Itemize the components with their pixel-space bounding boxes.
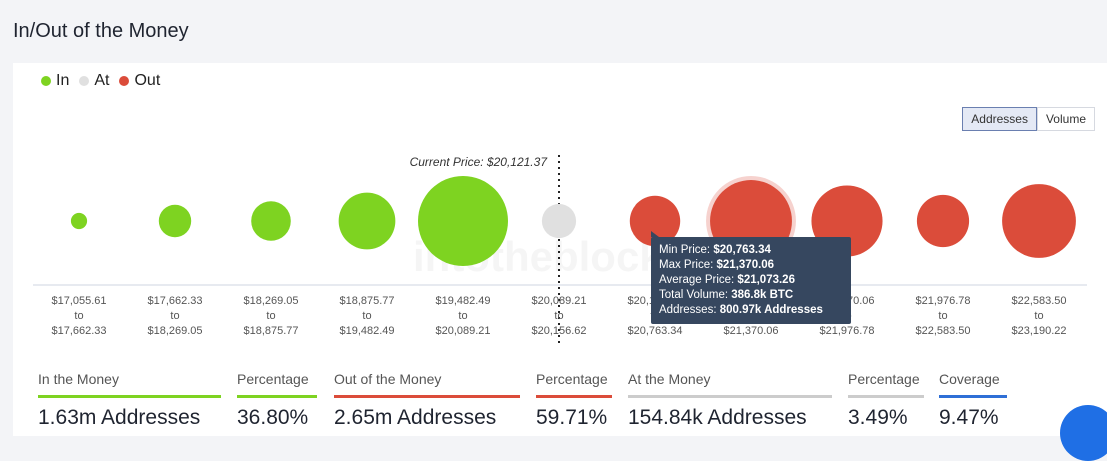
legend-at-label: At	[94, 72, 110, 89]
price-range-label: $17,055.61	[51, 295, 106, 307]
price-range-label: $20,156.62	[531, 325, 586, 337]
price-range-label: $19,482.49	[339, 325, 394, 337]
legend-item-at[interactable]: At	[79, 72, 109, 90]
legend-item-out[interactable]: Out	[119, 72, 160, 90]
chart-card: In At Out Addresses Volume intotheblock …	[13, 63, 1107, 436]
bubble-in[interactable]	[338, 192, 396, 250]
stat-in-the-money: In the Money 1.63m Addresses	[38, 371, 221, 430]
price-range-label: $18,875.77	[243, 325, 298, 337]
price-range-label: $19,482.49	[435, 295, 490, 307]
bubble-tooltip: Min Price: $20,763.34 Max Price: $21,370…	[651, 231, 851, 324]
stat-value: 1.63m Addresses	[38, 406, 201, 429]
stat-value: 2.65m Addresses	[334, 406, 497, 429]
tooltip-volume: Total Volume: 386.8k BTC	[659, 289, 794, 301]
legend-in-dot	[41, 76, 51, 86]
chat-support-button[interactable]	[1060, 405, 1107, 461]
addresses-toggle-button[interactable]: Addresses	[962, 107, 1037, 131]
stat-out-of-the-money: Out of the Money 2.65m Addresses	[334, 371, 520, 430]
stat-value: 59.71%	[536, 406, 608, 429]
price-range-label: $20,089.21	[531, 295, 586, 307]
stat-label: Percentage	[848, 371, 924, 398]
bubble-in[interactable]	[418, 176, 508, 266]
price-range-label: $17,662.33	[147, 295, 202, 307]
page-title: In/Out of the Money	[13, 20, 189, 42]
tooltip-max-price: Max Price: $21,370.06	[659, 259, 775, 271]
bubble-at[interactable]	[541, 203, 577, 239]
bubble-in[interactable]	[158, 204, 192, 238]
price-range-separator: to	[938, 310, 947, 322]
volume-toggle-button[interactable]: Volume	[1036, 107, 1095, 131]
stat-in-percentage: Percentage 36.80%	[237, 371, 317, 430]
legend-at-dot	[79, 76, 90, 86]
price-range-label: $21,370.06	[723, 325, 778, 337]
stat-coverage: Coverage 9.47%	[939, 371, 1007, 430]
price-range-label: $18,269.05	[147, 325, 202, 337]
price-range-label: $21,976.78	[915, 295, 970, 307]
stat-value: 36.80%	[237, 406, 309, 429]
price-range-label: $20,763.34	[627, 325, 682, 337]
bubble-group: $17,055.61 to $17,662.33 $17,662.33 to $18,26…	[51, 176, 1076, 337]
stat-at-the-money: At the Money 154.84k Addresses	[628, 371, 832, 430]
price-range-separator: to	[362, 310, 371, 322]
stat-label: In the Money	[38, 371, 221, 398]
price-range-label: $22,583.50	[915, 325, 970, 337]
stat-label: At the Money	[628, 371, 832, 398]
legend-in-label: In	[56, 72, 70, 89]
tooltip-avg-price: Average Price: $21,073.26	[659, 274, 795, 286]
bubble-in[interactable]	[251, 201, 291, 241]
legend-out-dot	[119, 76, 130, 86]
tooltip-addresses: Addresses: 800.97k Addresses	[659, 304, 823, 316]
price-range-separator: to	[1034, 310, 1043, 322]
legend-item-in[interactable]: In	[41, 72, 69, 90]
price-range-label: $17,662.33	[51, 325, 106, 337]
tooltip-arrow	[651, 231, 659, 237]
stat-value: 3.49%	[848, 406, 908, 429]
stat-value: 9.47%	[939, 406, 999, 429]
price-range-label: $18,875.77	[339, 295, 394, 307]
stat-label: Percentage	[237, 371, 317, 398]
legend: In At Out	[41, 72, 160, 90]
stat-out-percentage: Percentage 59.71%	[536, 371, 612, 430]
tooltip-min-price: Min Price: $20,763.34	[659, 244, 771, 256]
bubble-in[interactable]	[70, 212, 88, 230]
price-range-label: $22,583.50	[1011, 295, 1066, 307]
stat-label: Out of the Money	[334, 371, 520, 398]
price-range-label: $23,190.22	[1011, 325, 1066, 337]
price-range-label: $18,269.05	[243, 295, 298, 307]
stat-label: Coverage	[939, 371, 1007, 398]
bubble-out[interactable]	[916, 194, 970, 248]
price-range-label: $21,976.78	[819, 325, 874, 337]
bubble-out[interactable]	[1002, 184, 1076, 258]
stat-at-percentage: Percentage 3.49%	[848, 371, 924, 430]
price-range-separator: to	[170, 310, 179, 322]
price-range-separator: to	[74, 310, 83, 322]
stat-value: 154.84k Addresses	[628, 406, 807, 429]
price-range-label: $20,089.21	[435, 325, 490, 337]
bubble-out[interactable]	[629, 195, 681, 247]
price-range-separator: to	[266, 310, 275, 322]
bubble-chart: Current Price: $20,121.37 $17,055.61to$1…	[33, 155, 1087, 345]
stat-label: Percentage	[536, 371, 612, 398]
legend-out-label: Out	[134, 72, 161, 89]
current-price-label: Current Price: $20,121.37	[410, 155, 549, 169]
price-range-separator: to	[458, 310, 467, 322]
metric-toggle: Addresses Volume	[962, 107, 1095, 131]
price-range-separator: to	[554, 310, 563, 322]
